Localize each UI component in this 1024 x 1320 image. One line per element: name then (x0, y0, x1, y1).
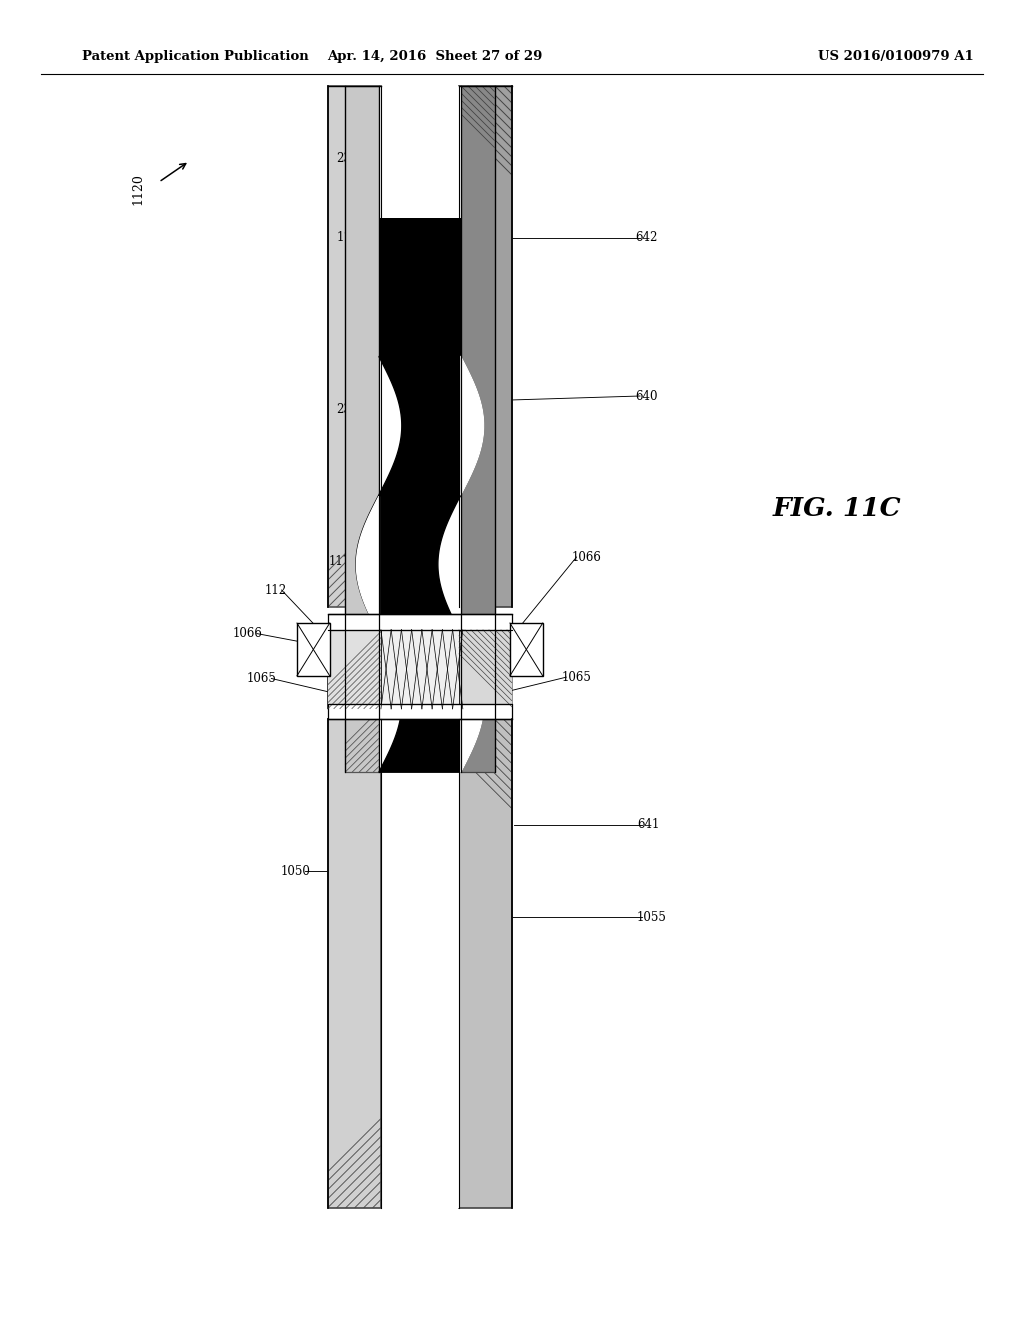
Bar (459, 630, 512, 709)
Text: 1066: 1066 (232, 627, 262, 640)
Bar (328, 614, 512, 630)
Bar (379, 218, 461, 356)
Bar (381, 630, 459, 709)
Text: 112: 112 (264, 583, 287, 597)
Bar (328, 704, 512, 719)
Bar (459, 719, 512, 1208)
Text: 1170: 1170 (329, 554, 358, 568)
Bar (345, 86, 379, 772)
Text: 642: 642 (635, 231, 657, 244)
Bar (379, 86, 461, 772)
Bar (381, 719, 459, 1208)
Text: 110: 110 (336, 231, 358, 244)
Polygon shape (425, 630, 512, 709)
Bar (297, 623, 330, 676)
Text: Patent Application Publication: Patent Application Publication (82, 50, 308, 63)
Polygon shape (356, 356, 483, 772)
Polygon shape (328, 630, 415, 709)
Text: FIG. 11C: FIG. 11C (773, 496, 902, 520)
Bar (459, 86, 512, 607)
Text: 1055: 1055 (637, 911, 667, 924)
Text: Apr. 14, 2016  Sheet 27 of 29: Apr. 14, 2016 Sheet 27 of 29 (328, 50, 543, 63)
Bar (328, 719, 381, 1208)
Text: 1120: 1120 (132, 173, 144, 205)
Text: 1050: 1050 (281, 865, 310, 878)
Text: 1065: 1065 (561, 671, 591, 684)
Text: 640: 640 (635, 389, 657, 403)
Bar (510, 634, 512, 665)
Bar (328, 630, 381, 709)
Text: 231: 231 (336, 403, 358, 416)
Bar (461, 86, 495, 772)
Bar (328, 86, 381, 607)
Text: 230: 230 (336, 152, 358, 165)
Text: 641: 641 (637, 818, 659, 832)
Bar (328, 634, 330, 665)
Bar (510, 623, 543, 676)
Text: 1065: 1065 (247, 672, 276, 685)
Text: US 2016/0100979 A1: US 2016/0100979 A1 (818, 50, 974, 63)
Text: 1066: 1066 (571, 550, 601, 564)
